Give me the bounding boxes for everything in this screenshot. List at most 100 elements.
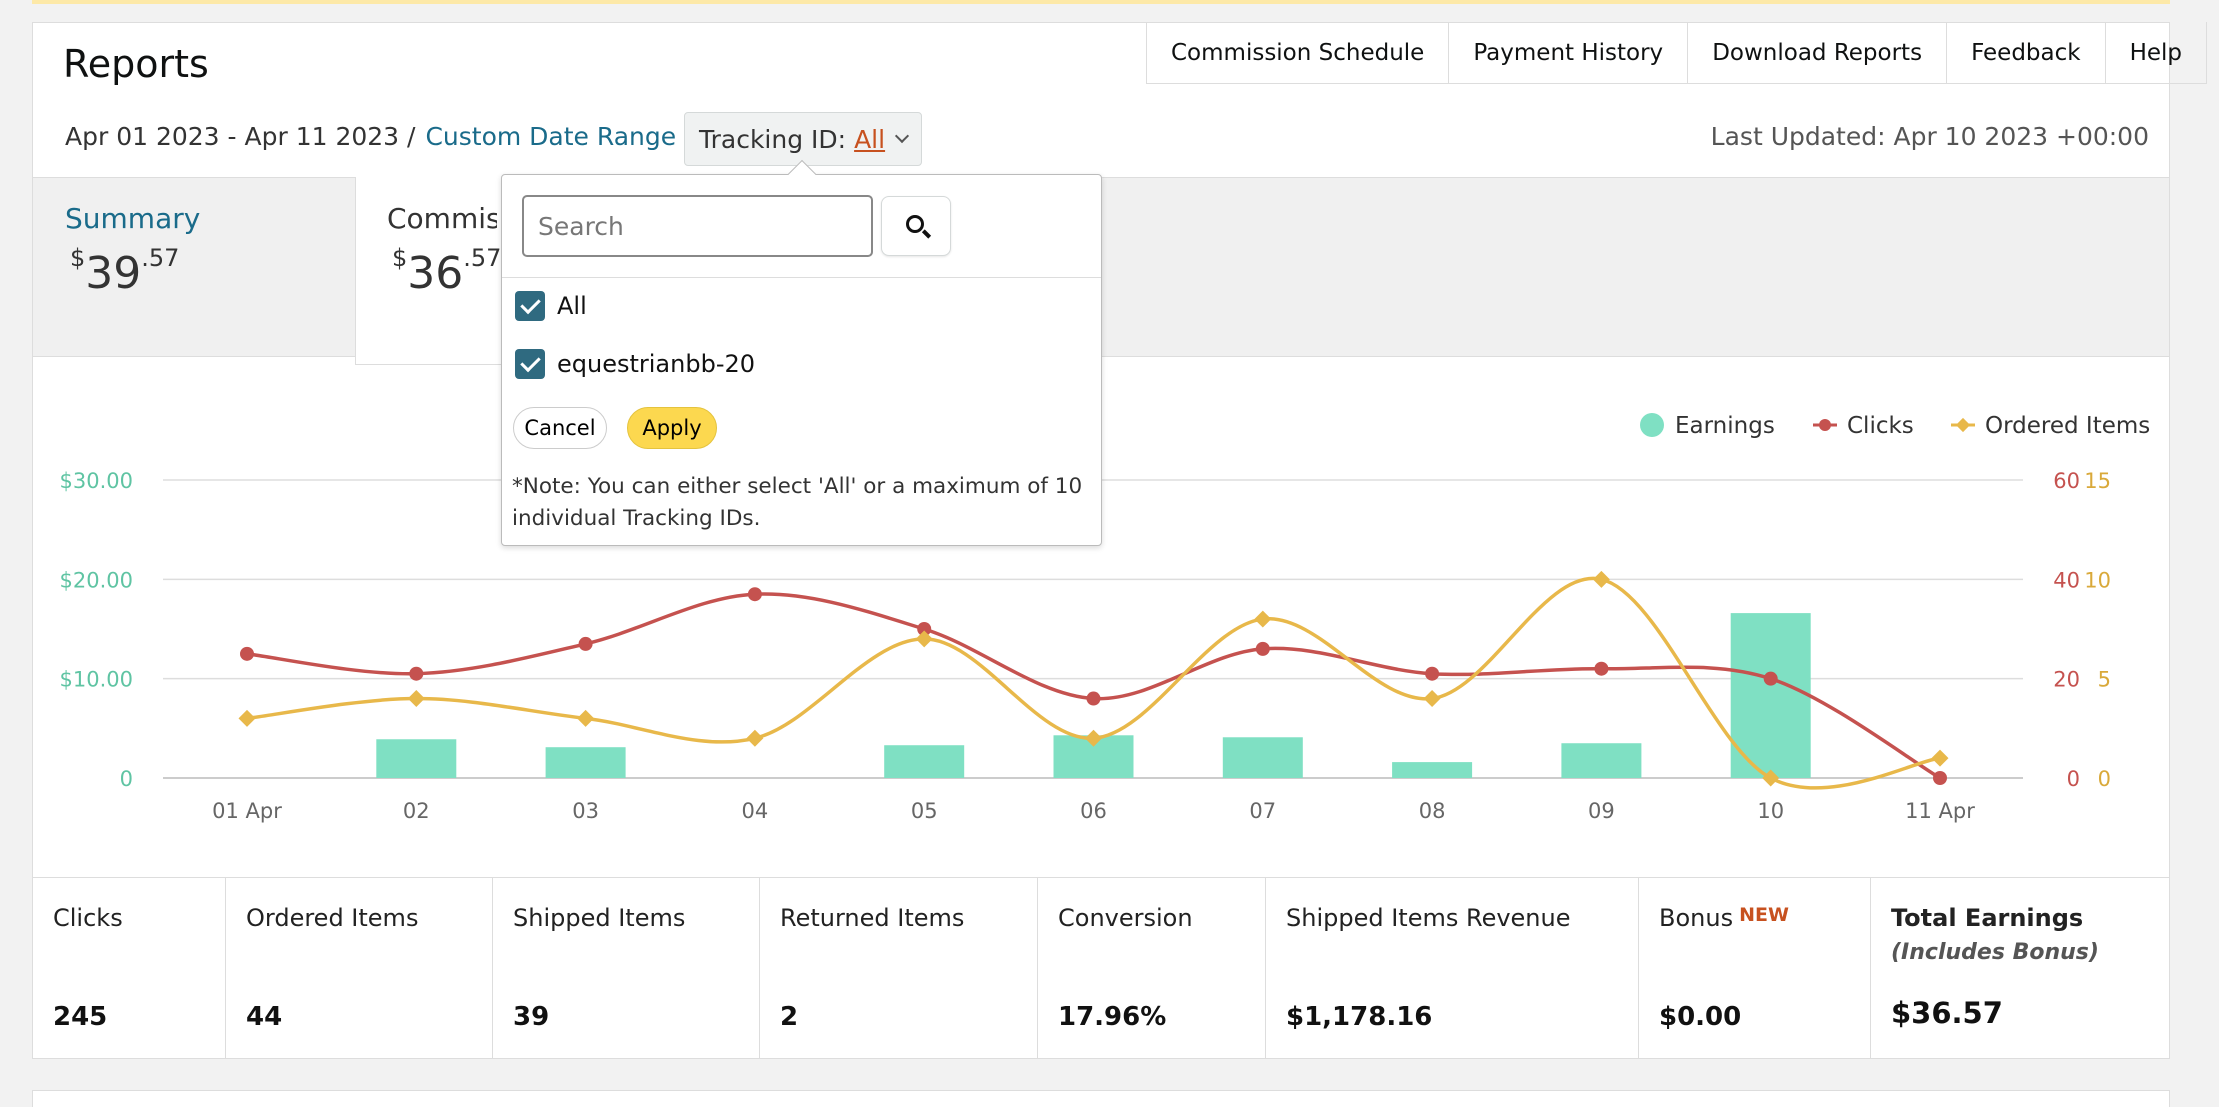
earnings-bar — [1561, 743, 1642, 778]
right-axis-tick: 20 — [2053, 668, 2080, 692]
stat-label: Clicks — [53, 904, 123, 932]
amount-cents: .57 — [141, 244, 180, 272]
tab-feedback[interactable]: Feedback — [1947, 22, 2106, 83]
next-panel — [32, 1090, 2170, 1107]
ordered-items-point — [238, 709, 256, 727]
earnings-bar — [376, 739, 457, 778]
stat-conversion: Conversion 17.96% — [1038, 878, 1266, 1058]
amount-whole: 36 — [407, 248, 464, 299]
search-button[interactable] — [881, 196, 951, 256]
ordered-items-point — [1592, 570, 1610, 588]
bonus-label: Bonus — [1659, 904, 1734, 932]
summary-tab[interactable]: Summary — [65, 202, 201, 235]
stat-bonus: Bonus NEW $0.00 — [1639, 878, 1871, 1058]
left-axis-tick: $10.00 — [60, 668, 133, 692]
earnings-bar — [1730, 613, 1811, 778]
stat-shipped-items-revenue: Shipped Items Revenue $1,178.16 — [1266, 878, 1639, 1058]
x-axis-tick: 02 — [403, 799, 430, 823]
left-axis-tick: $30.00 — [60, 469, 133, 493]
currency-symbol: $ — [70, 244, 86, 272]
option-label: equestrianbb-20 — [557, 350, 756, 378]
earnings-bar — [1392, 762, 1473, 778]
stat-value: $0.00 — [1659, 1002, 1742, 1032]
right-axis-tick: 60 — [2053, 469, 2080, 493]
top-tabs: Commission Schedule Payment History Down… — [1146, 22, 2208, 84]
stat-shipped-items: Shipped Items 39 — [493, 878, 760, 1058]
tab-payment-history[interactable]: Payment History — [1449, 22, 1689, 83]
x-axis-tick: 09 — [1588, 799, 1615, 823]
stat-label: Conversion — [1058, 904, 1193, 932]
selection-note: *Note: You can either select 'All' or a … — [512, 474, 1083, 531]
stat-value: 245 — [53, 1002, 108, 1032]
amount-cents: .57 — [463, 244, 502, 272]
tab-commission-schedule[interactable]: Commission Schedule — [1147, 22, 1450, 83]
tracking-search-input[interactable] — [522, 195, 873, 257]
page-title: Reports — [63, 42, 209, 86]
checkbox-checked-icon[interactable] — [515, 349, 545, 379]
chevron-down-icon[interactable] — [895, 128, 910, 144]
clicks-point — [1255, 641, 1270, 656]
x-axis-tick: 07 — [1249, 799, 1276, 823]
summary-amount: $39.57 — [70, 244, 179, 299]
x-axis-tick: 08 — [1419, 799, 1446, 823]
option-equestrianbb-20[interactable]: equestrianbb-20 — [515, 349, 755, 379]
date-filter: Apr 01 2023 - Apr 11 2023 / Custom Date … — [65, 122, 705, 151]
divider — [502, 277, 1101, 278]
stat-label: Ordered Items — [246, 904, 419, 932]
amount-whole: 39 — [85, 248, 142, 299]
x-axis-tick: 05 — [911, 799, 938, 823]
tracking-id-popover: All equestrianbb-20 Cancel Apply *Note: … — [501, 159, 1102, 546]
new-badge: NEW — [1739, 904, 1789, 926]
commission-amount: $36.57 — [392, 244, 501, 299]
x-axis-tick: 11 Apr — [1905, 799, 1975, 823]
clicks-point — [1933, 771, 1947, 785]
tab-help[interactable]: Help — [2106, 22, 2208, 83]
last-updated: Last Updated: Apr 10 2023 +00:00 — [1710, 122, 2149, 151]
tracking-id-label: Tracking ID: — [699, 124, 847, 154]
clicks-point — [747, 587, 762, 602]
x-axis-tick: 10 — [1757, 799, 1784, 823]
ordered-items-point — [1931, 749, 1949, 767]
clicks-point — [917, 622, 932, 636]
stat-value: $1,178.16 — [1286, 1002, 1433, 1032]
ordered-items-point — [1085, 729, 1102, 747]
stat-value: 2 — [780, 1002, 799, 1032]
stat-clicks: Clicks 245 — [33, 878, 226, 1058]
right2-axis-tick: 5 — [2098, 668, 2111, 692]
stat-label: Shipped Items — [513, 904, 686, 932]
ordered-items-point — [915, 630, 933, 648]
right2-axis-tick: 0 — [2098, 767, 2111, 791]
tracking-id-dropdown[interactable]: Tracking ID: All — [684, 112, 923, 166]
checkbox-checked-icon[interactable] — [515, 291, 545, 321]
stat-returned-items: Returned Items 2 — [760, 878, 1038, 1058]
stat-value: 39 — [513, 1002, 550, 1032]
clicks-point — [240, 646, 254, 661]
tracking-id-value[interactable]: All — [854, 124, 886, 154]
option-label: All — [557, 292, 587, 320]
stat-value: 17.96% — [1058, 1002, 1167, 1032]
stat-value: 44 — [246, 1002, 283, 1032]
tab-download-reports[interactable]: Download Reports — [1688, 22, 1948, 83]
ordered-items-line — [246, 576, 1941, 790]
stat-label: Total Earnings — [1891, 904, 2084, 932]
legend-earnings-icon — [1640, 413, 1664, 437]
x-axis-tick: 01 Apr — [212, 799, 282, 823]
left-axis-tick: 0 — [120, 767, 133, 791]
clicks-point — [1086, 691, 1101, 706]
currency-symbol: $ — [392, 244, 408, 272]
ordered-items-point — [407, 690, 425, 708]
custom-date-range-link[interactable]: Custom Date Range — [425, 122, 677, 151]
apply-button[interactable]: Apply — [627, 407, 717, 449]
legend-clicks: Clicks — [1847, 413, 1914, 439]
x-axis-tick: 04 — [742, 799, 769, 823]
stat-ordered-items: Ordered Items 44 — [226, 878, 493, 1058]
option-all[interactable]: All — [515, 291, 587, 321]
stat-label: Bonus NEW — [1659, 904, 1789, 932]
search-icon — [906, 215, 924, 233]
legend-earnings: Earnings — [1675, 413, 1775, 439]
commission-tab[interactable]: Commission — [387, 202, 497, 235]
clicks-point — [578, 636, 593, 651]
cancel-button[interactable]: Cancel — [513, 407, 607, 449]
right2-axis-tick: 10 — [2084, 568, 2111, 592]
